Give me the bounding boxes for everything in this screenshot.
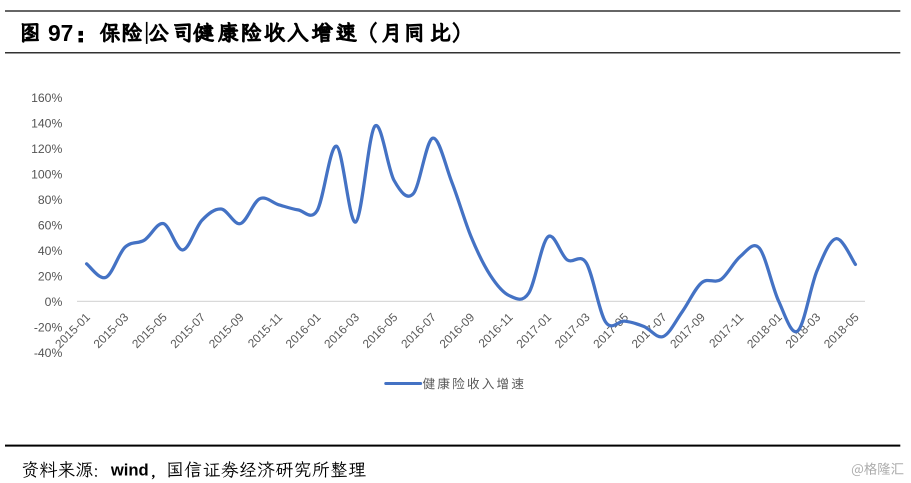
svg-text:-40%: -40% [34, 346, 63, 360]
svg-text:140%: 140% [31, 116, 62, 130]
svg-text:0%: 0% [45, 295, 63, 309]
svg-text:-20%: -20% [34, 320, 63, 334]
svg-text:40%: 40% [38, 244, 63, 258]
svg-text:80%: 80% [38, 193, 63, 207]
svg-text:120%: 120% [31, 142, 62, 156]
svg-text:60%: 60% [38, 218, 63, 232]
svg-text:160%: 160% [31, 91, 62, 105]
svg-text:wind: wind [110, 461, 149, 480]
svg-text:20%: 20% [38, 269, 63, 283]
svg-text:100%: 100% [31, 167, 62, 181]
svg-text:97: 97 [48, 20, 73, 46]
